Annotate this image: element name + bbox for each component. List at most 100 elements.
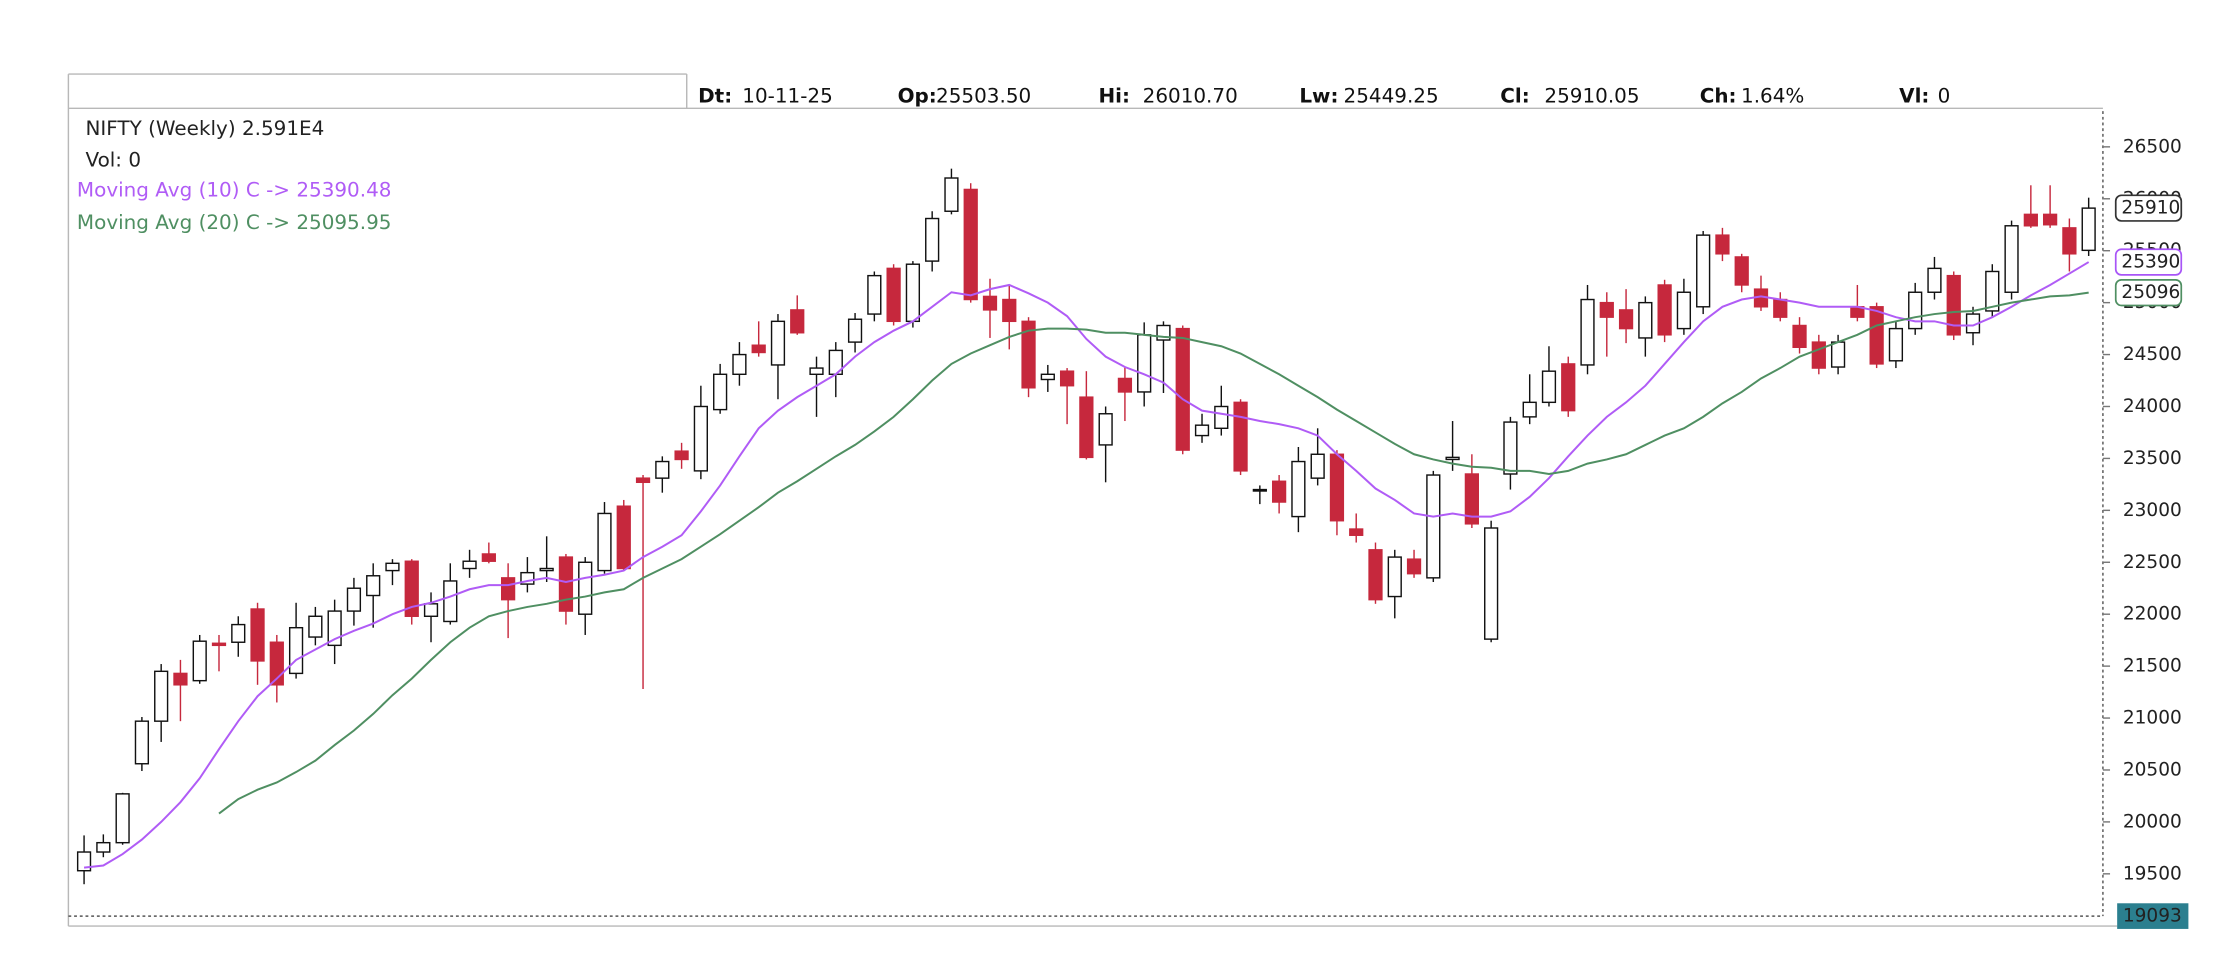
header-value: 10-11-25	[742, 83, 832, 107]
candle-body	[809, 367, 824, 376]
y-tick-label: 22500	[2123, 552, 2182, 573]
candle-body	[231, 623, 246, 643]
header-label: Ch:	[1700, 83, 1737, 107]
candle-body	[867, 274, 882, 315]
candle-body	[1445, 456, 1460, 461]
candle-body	[578, 561, 593, 615]
y-tick-label: 20500	[2123, 759, 2182, 780]
candle-body	[134, 720, 150, 765]
moving-average-line	[83, 261, 2090, 869]
y-tick-label: 23000	[2123, 500, 2182, 521]
candle-body	[404, 560, 419, 617]
candle-body	[1368, 549, 1383, 601]
candle-body	[1599, 301, 1614, 318]
header-value: 0	[1938, 83, 1951, 107]
candle-body	[211, 642, 227, 647]
candle-body	[905, 263, 921, 323]
candle-body	[1830, 341, 1846, 368]
candle-body	[173, 672, 188, 686]
candle-body	[1252, 488, 1267, 492]
candle-body	[1464, 473, 1479, 525]
candle-body	[1869, 306, 1884, 365]
y-tick-label: 19500	[2123, 863, 2182, 884]
y-tick-label: 21000	[2123, 708, 2182, 729]
candle-body	[1233, 401, 1248, 472]
candle-body	[1522, 401, 1537, 418]
candle-body	[1792, 324, 1807, 349]
legend-entry: Moving Avg (20) C -> 25095.95	[77, 210, 392, 234]
candle-body	[1715, 234, 1730, 255]
value-marker-box	[2114, 194, 2183, 222]
plot-area	[76, 168, 2096, 885]
candle-body	[732, 353, 747, 376]
legend-volume: Vol: 0	[85, 147, 141, 171]
candle-body	[250, 608, 265, 662]
candle-body	[616, 505, 631, 570]
y-axis: 19500 20000 20500 21000 21500 22000 22500 23000…	[2102, 136, 2189, 929]
candle-body	[1946, 274, 1961, 336]
candle-body	[2023, 213, 2038, 227]
header-value: 26010.70	[1143, 83, 1238, 107]
candle-body	[366, 575, 381, 597]
value-marker-label: 25910	[2121, 198, 2180, 219]
candle-body	[655, 460, 670, 479]
candle-body	[1561, 363, 1576, 412]
candle-body	[1811, 341, 1826, 369]
y-tick-label: 21500	[2123, 656, 2182, 677]
candle-body	[423, 603, 439, 617]
header-label: Hi:	[1098, 83, 1130, 107]
candle-body	[1137, 334, 1152, 393]
candle-body	[1618, 309, 1634, 330]
header-label: Lw:	[1299, 83, 1338, 107]
candle-body	[674, 450, 689, 461]
header-value: 25503.50	[936, 83, 1031, 107]
candle-body	[635, 477, 651, 484]
candle-body	[481, 553, 496, 562]
candle-body	[76, 851, 92, 872]
candle-body	[1117, 377, 1133, 393]
legend: NIFTY (Weekly) 2.591E4 Vol: 0 Moving Avg…	[77, 116, 392, 234]
candle-body	[1734, 256, 1749, 286]
value-marker-box	[2114, 248, 2183, 276]
candle-body	[1291, 460, 1306, 518]
value-marker-box	[2114, 278, 2183, 307]
candle-body	[1426, 474, 1441, 579]
candle-body	[558, 556, 574, 612]
candle-body	[1927, 267, 1942, 293]
y-tick-label: 23500	[2123, 448, 2182, 469]
candle-body	[1310, 453, 1325, 479]
candle-body	[790, 309, 805, 334]
value-marker-label: 25390	[2121, 252, 2180, 273]
candle-body	[2062, 227, 2077, 255]
candle-body	[1175, 327, 1190, 451]
candle-body	[1503, 421, 1518, 475]
candle-body	[693, 405, 708, 472]
y-tick-label: 24500	[2123, 344, 2182, 365]
header-label: Op:	[898, 83, 937, 107]
legend-main: NIFTY (Weekly) 2.591E4	[85, 116, 324, 140]
candle-body	[1098, 413, 1113, 446]
candle-body	[443, 580, 458, 623]
candle-body	[1406, 558, 1422, 575]
header-label: Cl:	[1500, 83, 1529, 107]
header-value: 25910.05	[1544, 83, 1639, 107]
candle-body	[1676, 291, 1692, 330]
y-tick-label: 24000	[2123, 396, 2182, 417]
candle-body	[308, 615, 323, 638]
candle-body	[500, 577, 516, 601]
candle-body	[1059, 370, 1075, 387]
candle-body	[1040, 373, 1055, 381]
candle-body	[751, 344, 766, 354]
candle-body	[597, 512, 612, 572]
legend-entry: Moving Avg (10) C -> 25390.48	[77, 177, 392, 201]
candle-body	[2004, 225, 2019, 293]
candle-body	[1214, 405, 1229, 430]
candle-body	[925, 217, 940, 262]
header-value: 25449.25	[1344, 83, 1439, 107]
candle-body	[1079, 396, 1094, 459]
candle-body	[1002, 298, 1017, 323]
candle-body	[1773, 298, 1788, 318]
candle-body	[1194, 424, 1210, 437]
